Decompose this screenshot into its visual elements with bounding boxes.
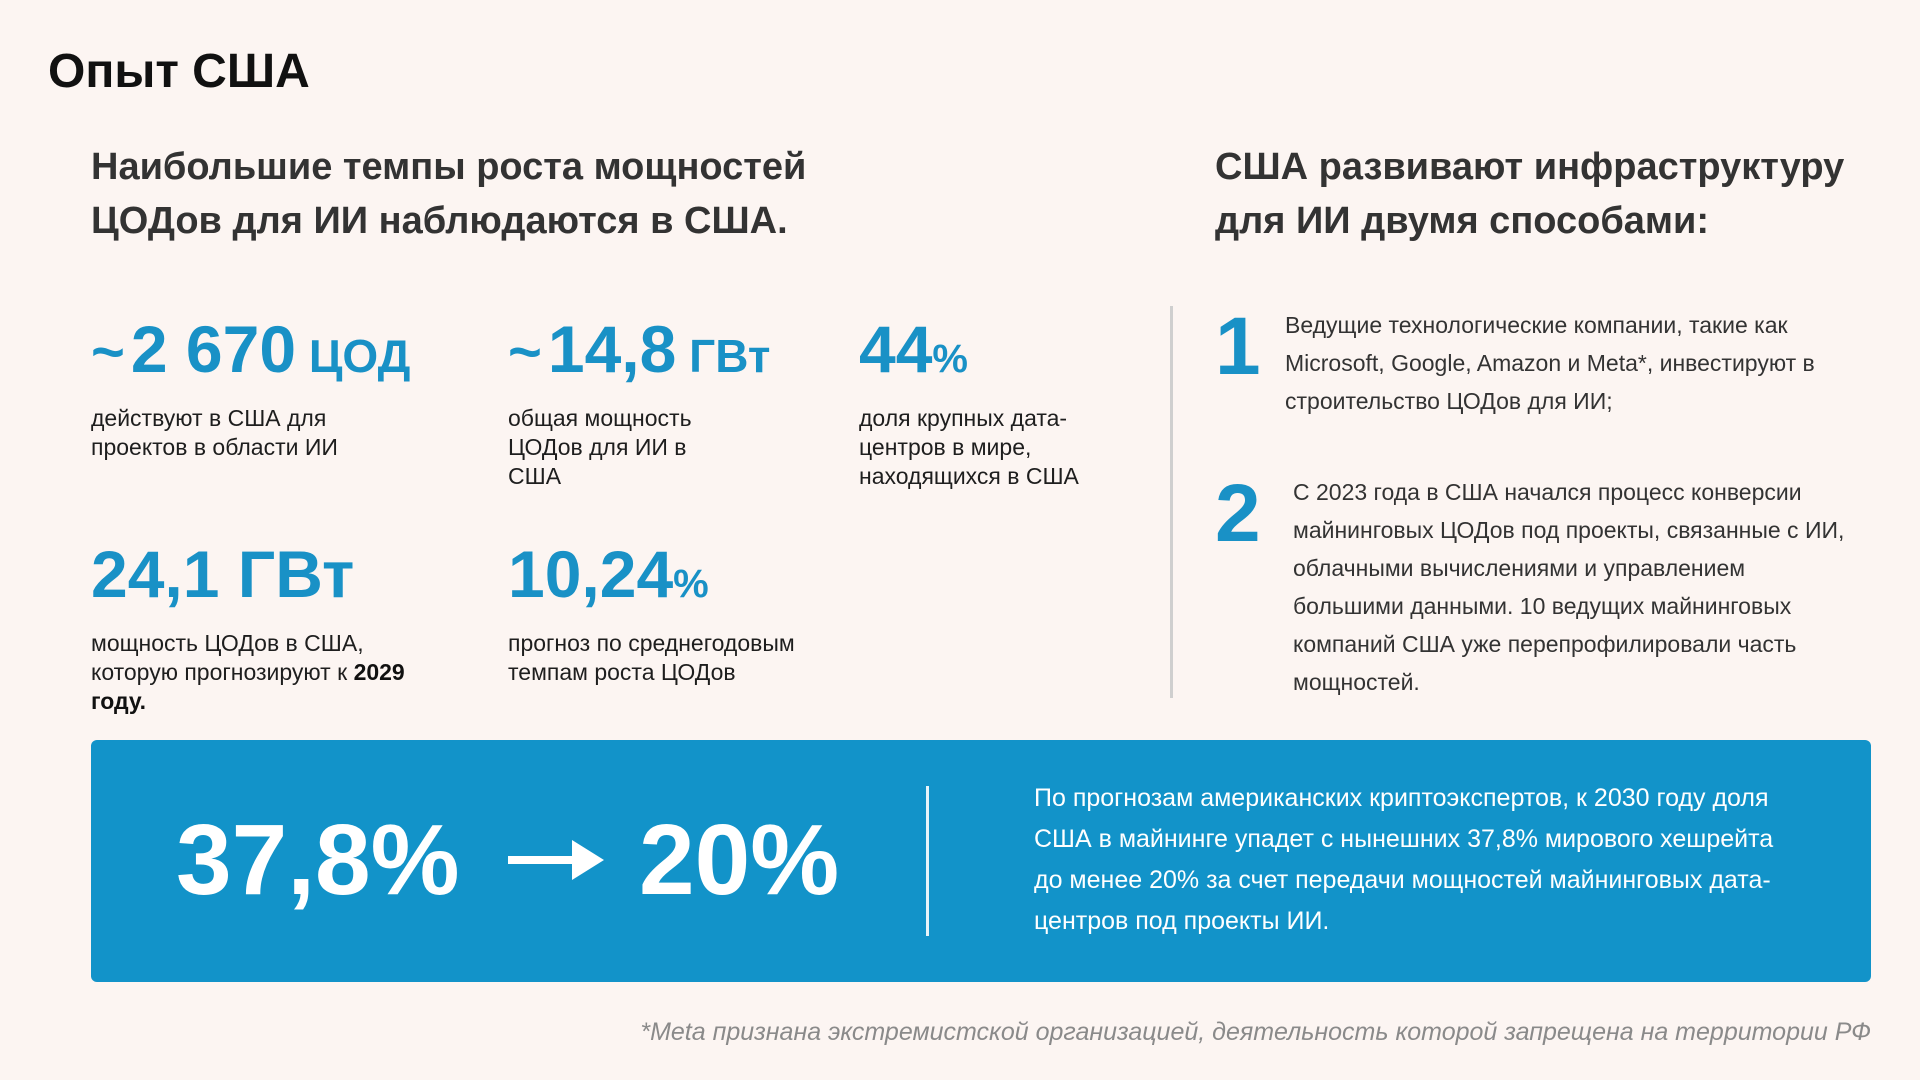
stat-share-large-dc: 44% доля крупных дата-центров в мире, на… [859,316,1139,491]
right-heading: США развивают инфраструктуру для ИИ двум… [1215,146,1845,242]
way-text: Ведущие технологические компании, такие … [1285,312,1815,414]
stat-value: ~2 670 ЦОД [91,312,411,386]
stat-forecast-power: 24,1 ГВт мощность ЦОДов в США, которую п… [91,541,471,716]
stat-value: 24,1 ГВт [91,537,355,611]
stat-value: ~14,8 ГВт [508,312,771,386]
way-number: 1 [1215,301,1261,392]
way-text: С 2023 года в США начался процесс конвер… [1293,479,1845,695]
mining-forecast-banner: 37,8% 20% По прогнозам американских крип… [91,740,1871,982]
stat-description-bold: 2029 году. [91,659,405,714]
stat-description: общая мощность ЦОДов для ИИ в США [508,405,692,489]
way-item-1: 1 Ведущие технологические компании, таки… [1215,306,1855,420]
banner-divider [926,786,929,936]
banner-from-value: 37,8% [176,804,460,916]
page-title: Опыт США [48,45,310,98]
vertical-divider [1170,306,1173,698]
arrow-right-icon [508,840,604,880]
left-heading: Наибольшие темпы роста мощностей ЦОДов д… [91,146,807,242]
stat-description: действуют в США для проектов в области И… [91,405,338,460]
stat-description: мощность ЦОДов в США, которую прогнозиру… [91,630,405,714]
way-number: 2 [1215,468,1261,559]
stat-growth-rate: 10,24% прогноз по среднегодовым темпам р… [508,541,868,687]
stat-description: прогноз по среднегодовым темпам роста ЦО… [508,630,795,685]
banner-text: По прогнозам американских криптоэксперто… [1034,784,1774,935]
stat-value: 10,24% [508,537,709,611]
banner-to-value: 20% [639,804,840,916]
way-item-2: 2 С 2023 года в США начался процесс конв… [1215,473,1855,701]
stat-description: доля крупных дата-центров в мире, находя… [859,405,1079,489]
stat-value: 44% [859,312,968,386]
stat-datacenters-count: ~2 670 ЦОД действуют в США для проектов … [91,316,471,462]
stat-total-power: ~14,8 ГВт общая мощность ЦОДов для ИИ в … [508,316,838,491]
footnote: *Meta признана экстремистской организаци… [640,1018,1871,1046]
